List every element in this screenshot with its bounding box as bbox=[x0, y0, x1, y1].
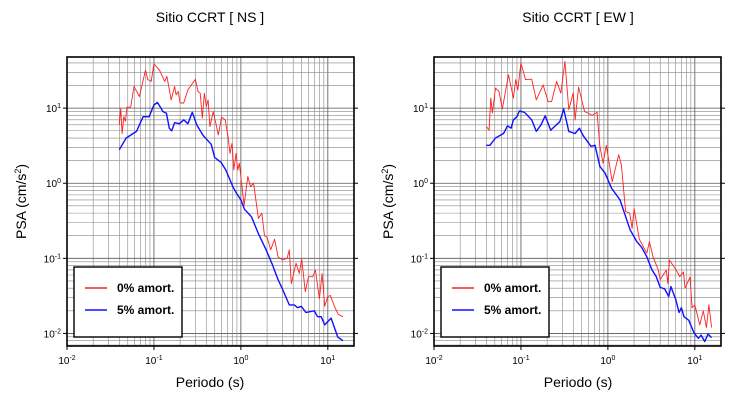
chart-ew: Sitio CCRT [ EW ] Periodo (s) 10-2 10-1 10… bbox=[380, 9, 725, 390]
y-tick-label: 10-2 bbox=[44, 328, 61, 340]
legend-label: 5% amort. bbox=[484, 303, 541, 317]
legend-label: 0% amort. bbox=[117, 281, 174, 295]
legend: 0% amort. 5% amort. bbox=[73, 266, 183, 338]
chart-ns: Sitio CCRT [ NS ] Periodo (s) 10-2 10-1 10… bbox=[13, 9, 358, 390]
series-line-5pct bbox=[486, 108, 713, 343]
plot-frame bbox=[433, 56, 722, 347]
x-tick-label: 101 bbox=[687, 355, 702, 367]
x-axis-label: Periodo (s) bbox=[544, 374, 612, 390]
legend-box bbox=[73, 266, 183, 338]
x-tick-label: 10-2 bbox=[425, 355, 442, 367]
y-tick-label: 10-1 bbox=[44, 253, 61, 265]
y-tick-label: 101 bbox=[413, 103, 428, 115]
x-tick-label: 100 bbox=[233, 355, 248, 367]
x-tick-label: 10-2 bbox=[58, 355, 75, 367]
x-tick-label: 10-1 bbox=[512, 355, 529, 367]
series-line-5pct bbox=[118, 101, 344, 342]
plot-frame bbox=[66, 56, 355, 347]
series-line-0pct bbox=[485, 60, 713, 328]
y-axis-label: PSA (cm/s2) bbox=[13, 164, 29, 239]
x-axis-label: Periodo (s) bbox=[176, 374, 244, 390]
legend-box bbox=[440, 266, 550, 338]
legend-label: 0% amort. bbox=[484, 281, 541, 295]
y-tick-label: 10-2 bbox=[411, 328, 428, 340]
series-line-0pct bbox=[118, 63, 344, 318]
chart-title: Sitio CCRT [ NS ] bbox=[156, 9, 264, 25]
y-tick-label: 101 bbox=[46, 103, 61, 115]
x-tick-label: 100 bbox=[600, 355, 615, 367]
y-tick-label: 10-1 bbox=[411, 253, 428, 265]
legend: 0% amort. 5% amort. bbox=[440, 266, 550, 338]
x-tick-label: 10-1 bbox=[145, 355, 162, 367]
x-tick-label: 101 bbox=[320, 355, 335, 367]
y-tick-label: 100 bbox=[413, 178, 428, 190]
legend-label: 5% amort. bbox=[117, 303, 174, 317]
y-tick-label: 100 bbox=[46, 178, 61, 190]
y-axis-label: PSA (cm/s2) bbox=[380, 164, 396, 239]
chart-title: Sitio CCRT [ EW ] bbox=[522, 9, 634, 25]
